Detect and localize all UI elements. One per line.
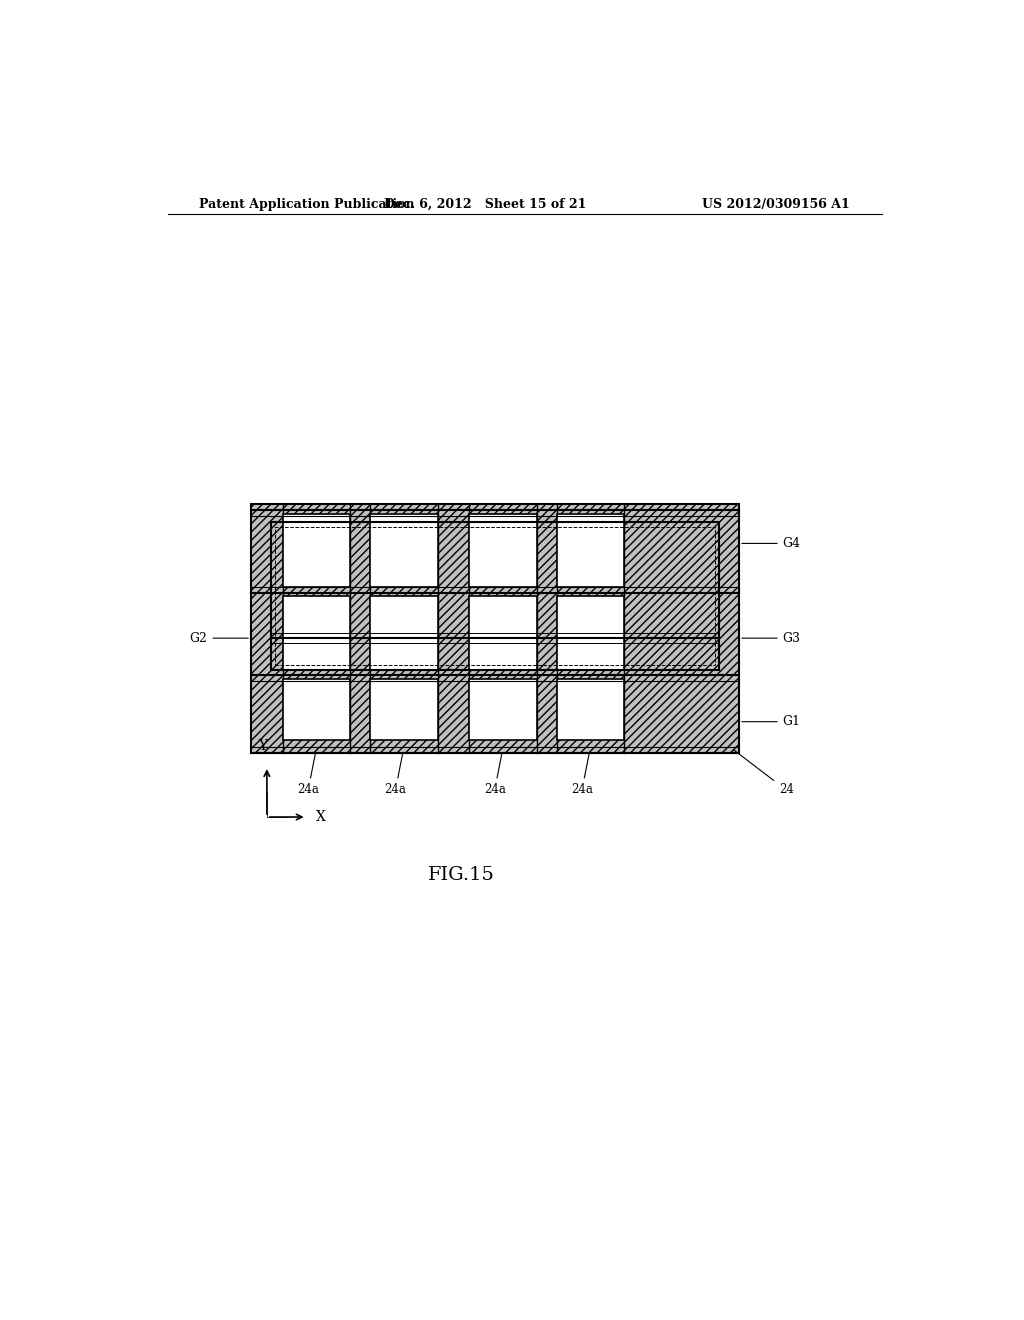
Text: 24a: 24a <box>297 752 319 796</box>
Text: G3: G3 <box>741 632 801 644</box>
Text: X: X <box>316 810 326 824</box>
Text: 24a: 24a <box>571 752 593 796</box>
Text: US 2012/0309156 A1: US 2012/0309156 A1 <box>702 198 850 211</box>
Bar <box>557 597 624 669</box>
Bar <box>283 597 350 669</box>
Text: Patent Application Publication: Patent Application Publication <box>200 198 415 211</box>
Text: 24: 24 <box>733 750 794 796</box>
Bar <box>370 597 437 669</box>
Bar <box>469 678 537 739</box>
Bar <box>370 678 437 739</box>
Text: Y: Y <box>258 739 267 752</box>
Bar <box>469 597 537 669</box>
Bar <box>557 515 624 587</box>
Text: G2: G2 <box>189 632 248 644</box>
Bar <box>469 515 537 587</box>
Bar <box>283 678 350 739</box>
Bar <box>370 515 437 587</box>
Bar <box>270 523 719 669</box>
Text: FIG.15: FIG.15 <box>428 866 495 884</box>
Text: G4: G4 <box>741 537 801 550</box>
Bar <box>283 515 350 587</box>
Bar <box>274 528 715 664</box>
Text: G1: G1 <box>741 715 801 729</box>
Text: 24a: 24a <box>384 752 407 796</box>
Bar <box>251 504 739 752</box>
Text: Dec. 6, 2012   Sheet 15 of 21: Dec. 6, 2012 Sheet 15 of 21 <box>384 198 587 211</box>
Bar <box>557 678 624 739</box>
Text: 24a: 24a <box>483 752 506 796</box>
